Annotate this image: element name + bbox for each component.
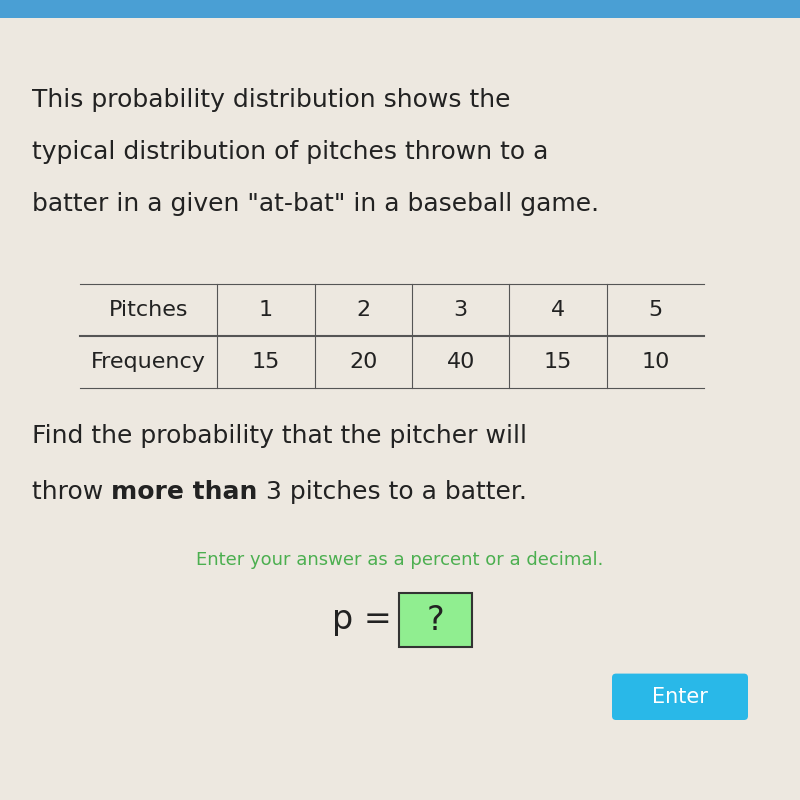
Text: typical distribution of pitches thrown to a: typical distribution of pitches thrown t… xyxy=(32,140,548,164)
Text: 3: 3 xyxy=(454,300,468,320)
Text: Enter your answer as a percent or a decimal.: Enter your answer as a percent or a deci… xyxy=(196,551,604,569)
Text: This probability distribution shows the: This probability distribution shows the xyxy=(32,88,510,112)
Text: p =: p = xyxy=(332,603,402,637)
Text: ?: ? xyxy=(426,603,444,637)
Text: Find the probability that the pitcher will: Find the probability that the pitcher wi… xyxy=(32,424,527,448)
FancyBboxPatch shape xyxy=(612,674,748,720)
Text: 20: 20 xyxy=(349,352,378,372)
FancyBboxPatch shape xyxy=(398,593,472,647)
Text: 3 pitches to a batter.: 3 pitches to a batter. xyxy=(258,480,526,504)
Text: 5: 5 xyxy=(648,300,662,320)
Text: more than: more than xyxy=(111,480,258,504)
Text: Pitches: Pitches xyxy=(109,300,188,320)
Text: Frequency: Frequency xyxy=(91,352,206,372)
Text: 4: 4 xyxy=(551,300,565,320)
Text: 15: 15 xyxy=(252,352,280,372)
Text: 2: 2 xyxy=(356,300,370,320)
Text: 1: 1 xyxy=(259,300,273,320)
Text: Enter: Enter xyxy=(652,686,708,707)
Text: throw: throw xyxy=(32,480,111,504)
FancyBboxPatch shape xyxy=(0,0,800,18)
Text: batter in a given "at-bat" in a baseball game.: batter in a given "at-bat" in a baseball… xyxy=(32,192,599,216)
Text: 15: 15 xyxy=(544,352,572,372)
Text: 10: 10 xyxy=(641,352,670,372)
Text: 40: 40 xyxy=(446,352,475,372)
